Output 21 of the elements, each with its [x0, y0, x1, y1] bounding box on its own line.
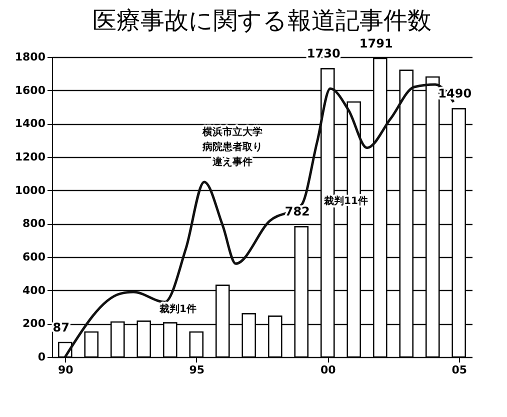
- y-tick-label: 1800: [14, 50, 46, 64]
- y-tick-label: 200: [22, 317, 46, 330]
- annotation: 横浜市立大学: [202, 126, 263, 138]
- annotation: 裁判1件: [158, 303, 196, 315]
- y-tick-label: 0: [38, 350, 46, 364]
- y-tick-label: 800: [22, 217, 46, 230]
- y-tick-label: 1200: [14, 150, 46, 164]
- data-label: 1791: [359, 36, 393, 50]
- y-tick-label: 1000: [14, 184, 46, 197]
- x-tick-label: 05: [452, 364, 468, 376]
- y-tick-label: 1400: [14, 117, 46, 130]
- y-tick-label: 600: [22, 250, 46, 264]
- chart-title: 医療事故に関する報道記事件数: [92, 6, 432, 34]
- annotation: 病院患者取り: [202, 141, 263, 153]
- y-tick-label: 400: [22, 284, 46, 297]
- x-tick-label: 95: [189, 364, 205, 376]
- data-label: 1730: [306, 46, 340, 61]
- x-tick-label: 90: [58, 364, 74, 376]
- y-tick-label: 1600: [14, 84, 46, 97]
- bar: [84, 331, 99, 358]
- x-tick-label: 00: [320, 364, 336, 376]
